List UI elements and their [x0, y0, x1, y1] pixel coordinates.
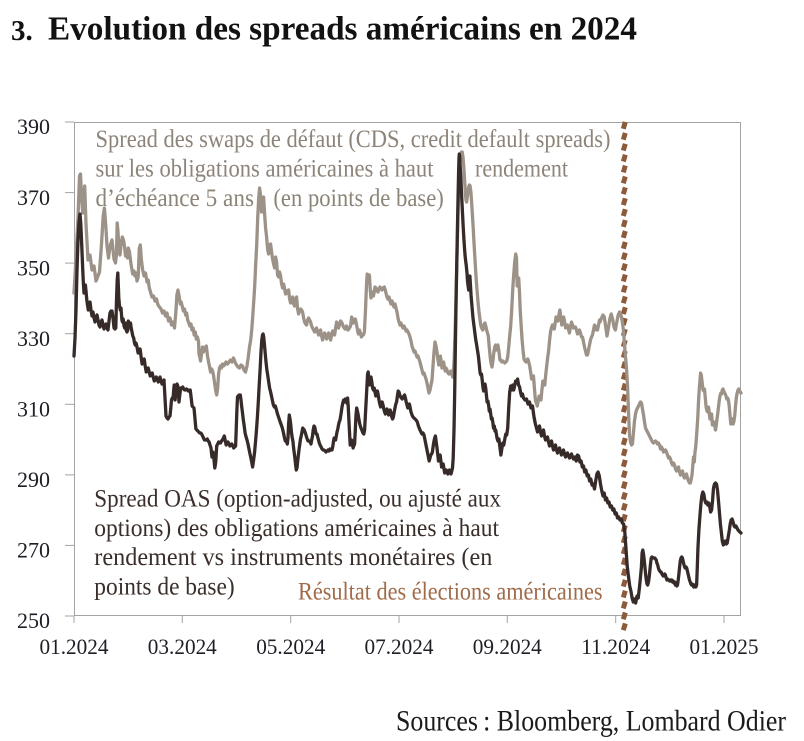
- svg-text:390: 390: [17, 114, 50, 139]
- svg-text:350: 350: [17, 255, 50, 280]
- svg-text:Evolution des spreads américai: Evolution des spreads américains en 2024: [48, 11, 637, 48]
- svg-text:sur les obligations américaine: sur les obligations américaines à haut: [96, 155, 434, 182]
- svg-text:Spread des swaps de défaut (CD: Spread des swaps de défaut (CDS, credit …: [96, 126, 611, 153]
- svg-text:290: 290: [17, 467, 50, 492]
- svg-text:Résultat des élections américa: Résultat des élections américaines: [298, 579, 603, 606]
- svg-text:Sources : Bloomberg, Lombard O: Sources : Bloomberg, Lombard Odier: [396, 704, 786, 737]
- svg-text:rendement: rendement: [475, 155, 568, 182]
- svg-text:330: 330: [17, 326, 50, 351]
- svg-text:370: 370: [17, 185, 50, 210]
- svg-text:05.2024: 05.2024: [256, 634, 325, 659]
- svg-text:d’échéance 5 ans: d’échéance 5 ans: [96, 185, 255, 212]
- svg-text:09.2024: 09.2024: [473, 634, 542, 659]
- svg-text:rendement vs instruments monét: rendement vs instruments monétaires (en: [94, 544, 492, 571]
- svg-text:points de base): points de base): [94, 573, 234, 600]
- svg-text:01.2024: 01.2024: [40, 634, 109, 659]
- svg-text:options) des obligations améri: options) des obligations américaines à h…: [94, 515, 499, 542]
- svg-text:(en points de base): (en points de base): [273, 185, 443, 212]
- svg-text:270: 270: [17, 538, 50, 563]
- svg-text:Spread OAS (option-adjusted, o: Spread OAS (option-adjusted, ou ajusté a…: [94, 486, 501, 513]
- svg-text:310: 310: [17, 397, 50, 422]
- svg-text:250: 250: [17, 608, 50, 633]
- svg-text:3.: 3.: [11, 15, 33, 47]
- svg-text:07.2024: 07.2024: [365, 634, 434, 659]
- svg-text:01.2025: 01.2025: [690, 634, 759, 659]
- svg-text:03.2024: 03.2024: [148, 634, 217, 659]
- svg-text:11.2024: 11.2024: [581, 634, 650, 659]
